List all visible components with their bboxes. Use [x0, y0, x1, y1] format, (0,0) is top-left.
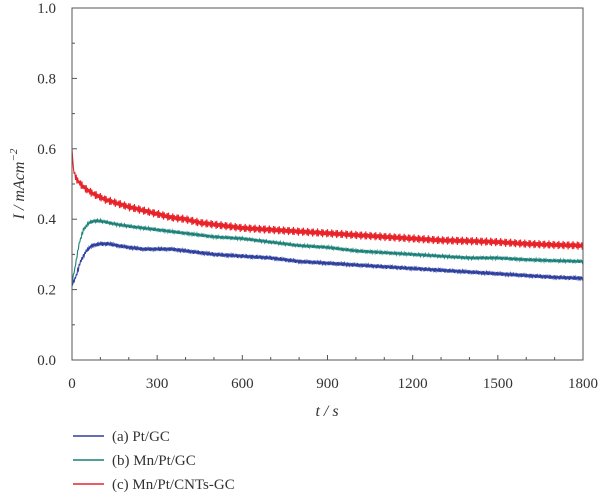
x-tick-label: 900 [316, 376, 339, 392]
x-axis: 0 300 600 900 1200 1500 1800 [68, 355, 598, 392]
series-line-1 [72, 240, 583, 287]
x-tick-label: 300 [146, 376, 169, 392]
legend-label: (c) Mn/Pt/CNTs-GC [112, 477, 235, 493]
series-line-3 [72, 148, 583, 250]
y-tick-label: 0.0 [37, 353, 56, 369]
x-tick-label: 1800 [568, 376, 598, 392]
y-tick-label: 0.2 [37, 283, 56, 299]
plot-area-frame [71, 7, 584, 361]
series-line-2 [72, 217, 583, 283]
y-tick-label: 0.8 [37, 71, 56, 87]
legend: (a) Pt/GC (b) Mn/Pt/GC (c) Mn/Pt/CNTs-GC [73, 429, 235, 493]
series-layer [72, 148, 583, 287]
y-axis-title-superscript: −2 [8, 148, 20, 161]
y-tick-label: 0.6 [37, 142, 56, 158]
x-tick-label: 1500 [483, 376, 513, 392]
y-axis-title-group: I / mAcm−2 [8, 148, 28, 220]
y-axis: 0.0 0.2 0.4 0.6 0.8 1.0 [37, 1, 77, 369]
x-axis-title: t / s [315, 403, 338, 420]
y-tick-label: 1.0 [37, 1, 56, 17]
legend-label: (a) Pt/GC [112, 429, 170, 445]
y-tick-label: 0.4 [37, 212, 56, 228]
legend-label: (b) Mn/Pt/GC [112, 453, 196, 469]
y-axis-title: I / mAcm−2 [8, 148, 28, 220]
x-tick-label: 0 [68, 376, 76, 392]
x-tick-label: 600 [231, 376, 254, 392]
x-tick-label: 1200 [398, 376, 428, 392]
y-axis-title-main: I / mAcm [11, 162, 28, 221]
